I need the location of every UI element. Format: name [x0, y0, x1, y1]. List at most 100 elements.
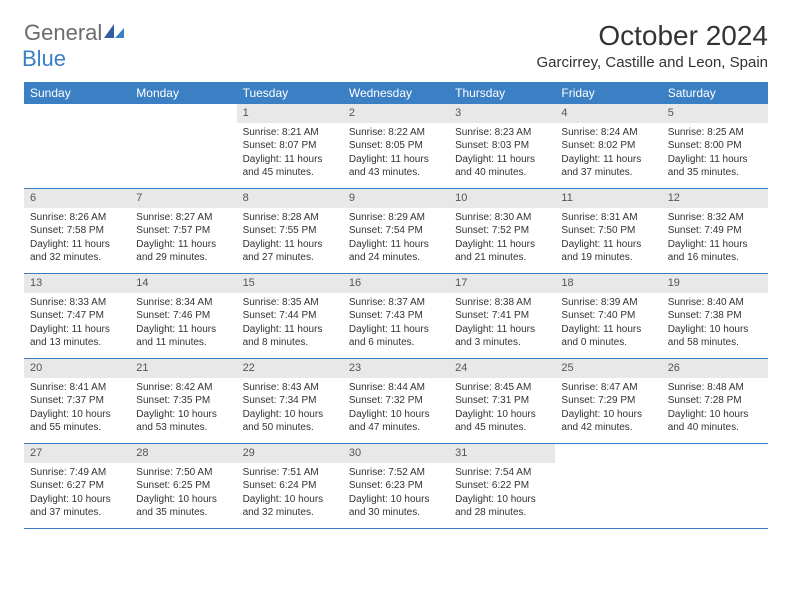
week-row: 27Sunrise: 7:49 AMSunset: 6:27 PMDayligh… [24, 444, 768, 529]
day-cell: 3Sunrise: 8:23 AMSunset: 8:03 PMDaylight… [449, 104, 555, 188]
day-content: Sunrise: 8:28 AMSunset: 7:55 PMDaylight:… [237, 208, 343, 271]
calendar: SundayMondayTuesdayWednesdayThursdayFrid… [24, 82, 768, 529]
day-cell: 10Sunrise: 8:30 AMSunset: 7:52 PMDayligh… [449, 189, 555, 273]
header: General Blue October 2024 Garcirrey, Cas… [24, 20, 768, 72]
day-number: 15 [237, 274, 343, 293]
logo-text-blue: Blue [22, 46, 66, 71]
day-number: 5 [662, 104, 768, 123]
day-cell: 29Sunrise: 7:51 AMSunset: 6:24 PMDayligh… [237, 444, 343, 528]
sunset-text: Sunset: 7:40 PM [561, 309, 655, 323]
sunset-text: Sunset: 8:07 PM [243, 139, 337, 153]
day-number: 30 [343, 444, 449, 463]
day-content: Sunrise: 8:30 AMSunset: 7:52 PMDaylight:… [449, 208, 555, 271]
sunset-text: Sunset: 7:54 PM [349, 224, 443, 238]
day-number: 20 [24, 359, 130, 378]
day-number: 19 [662, 274, 768, 293]
day-content: Sunrise: 8:21 AMSunset: 8:07 PMDaylight:… [237, 123, 343, 186]
day-cell: 6Sunrise: 8:26 AMSunset: 7:58 PMDaylight… [24, 189, 130, 273]
day-number [24, 104, 130, 108]
day-content: Sunrise: 7:51 AMSunset: 6:24 PMDaylight:… [237, 463, 343, 526]
day-cell: 4Sunrise: 8:24 AMSunset: 8:02 PMDaylight… [555, 104, 661, 188]
sunset-text: Sunset: 7:28 PM [668, 394, 762, 408]
daylight-text: Daylight: 11 hours and 29 minutes. [136, 238, 230, 265]
sunrise-text: Sunrise: 8:22 AM [349, 126, 443, 140]
day-number: 16 [343, 274, 449, 293]
day-number: 7 [130, 189, 236, 208]
day-cell [130, 104, 236, 188]
day-cell: 11Sunrise: 8:31 AMSunset: 7:50 PMDayligh… [555, 189, 661, 273]
day-number: 24 [449, 359, 555, 378]
day-content: Sunrise: 8:34 AMSunset: 7:46 PMDaylight:… [130, 293, 236, 356]
day-cell: 24Sunrise: 8:45 AMSunset: 7:31 PMDayligh… [449, 359, 555, 443]
day-header: Thursday [449, 82, 555, 104]
sunset-text: Sunset: 7:50 PM [561, 224, 655, 238]
daylight-text: Daylight: 10 hours and 45 minutes. [455, 408, 549, 435]
day-cell [24, 104, 130, 188]
sunrise-text: Sunrise: 7:52 AM [349, 466, 443, 480]
sunset-text: Sunset: 7:34 PM [243, 394, 337, 408]
day-cell: 23Sunrise: 8:44 AMSunset: 7:32 PMDayligh… [343, 359, 449, 443]
day-number: 12 [662, 189, 768, 208]
day-number: 29 [237, 444, 343, 463]
sunset-text: Sunset: 7:37 PM [30, 394, 124, 408]
daylight-text: Daylight: 10 hours and 53 minutes. [136, 408, 230, 435]
sunrise-text: Sunrise: 7:50 AM [136, 466, 230, 480]
day-number: 3 [449, 104, 555, 123]
sunset-text: Sunset: 8:02 PM [561, 139, 655, 153]
daylight-text: Daylight: 11 hours and 24 minutes. [349, 238, 443, 265]
daylight-text: Daylight: 11 hours and 35 minutes. [668, 153, 762, 180]
day-content: Sunrise: 8:37 AMSunset: 7:43 PMDaylight:… [343, 293, 449, 356]
daylight-text: Daylight: 11 hours and 45 minutes. [243, 153, 337, 180]
day-cell [555, 444, 661, 528]
day-cell: 5Sunrise: 8:25 AMSunset: 8:00 PMDaylight… [662, 104, 768, 188]
day-content: Sunrise: 8:29 AMSunset: 7:54 PMDaylight:… [343, 208, 449, 271]
day-number: 10 [449, 189, 555, 208]
day-content: Sunrise: 8:48 AMSunset: 7:28 PMDaylight:… [662, 378, 768, 441]
day-content: Sunrise: 8:47 AMSunset: 7:29 PMDaylight:… [555, 378, 661, 441]
sunset-text: Sunset: 7:43 PM [349, 309, 443, 323]
day-cell: 30Sunrise: 7:52 AMSunset: 6:23 PMDayligh… [343, 444, 449, 528]
week-row: 13Sunrise: 8:33 AMSunset: 7:47 PMDayligh… [24, 274, 768, 359]
day-content: Sunrise: 7:54 AMSunset: 6:22 PMDaylight:… [449, 463, 555, 526]
logo-text-general: General [24, 20, 102, 45]
day-content: Sunrise: 8:41 AMSunset: 7:37 PMDaylight:… [24, 378, 130, 441]
daylight-text: Daylight: 10 hours and 32 minutes. [243, 493, 337, 520]
sunrise-text: Sunrise: 7:49 AM [30, 466, 124, 480]
week-row: 20Sunrise: 8:41 AMSunset: 7:37 PMDayligh… [24, 359, 768, 444]
week-row: 1Sunrise: 8:21 AMSunset: 8:07 PMDaylight… [24, 104, 768, 189]
sunrise-text: Sunrise: 7:54 AM [455, 466, 549, 480]
sunset-text: Sunset: 7:46 PM [136, 309, 230, 323]
sunrise-text: Sunrise: 8:44 AM [349, 381, 443, 395]
daylight-text: Daylight: 11 hours and 6 minutes. [349, 323, 443, 350]
sunrise-text: Sunrise: 8:37 AM [349, 296, 443, 310]
day-cell: 21Sunrise: 8:42 AMSunset: 7:35 PMDayligh… [130, 359, 236, 443]
day-header: Sunday [24, 82, 130, 104]
day-number: 8 [237, 189, 343, 208]
daylight-text: Daylight: 10 hours and 50 minutes. [243, 408, 337, 435]
day-cell: 28Sunrise: 7:50 AMSunset: 6:25 PMDayligh… [130, 444, 236, 528]
sunset-text: Sunset: 8:03 PM [455, 139, 549, 153]
day-number: 14 [130, 274, 236, 293]
daylight-text: Daylight: 11 hours and 13 minutes. [30, 323, 124, 350]
day-number: 13 [24, 274, 130, 293]
daylight-text: Daylight: 11 hours and 19 minutes. [561, 238, 655, 265]
day-cell: 1Sunrise: 8:21 AMSunset: 8:07 PMDaylight… [237, 104, 343, 188]
day-cell: 9Sunrise: 8:29 AMSunset: 7:54 PMDaylight… [343, 189, 449, 273]
day-content: Sunrise: 8:31 AMSunset: 7:50 PMDaylight:… [555, 208, 661, 271]
daylight-text: Daylight: 11 hours and 16 minutes. [668, 238, 762, 265]
sunset-text: Sunset: 7:49 PM [668, 224, 762, 238]
day-number: 18 [555, 274, 661, 293]
sunset-text: Sunset: 7:44 PM [243, 309, 337, 323]
sunrise-text: Sunrise: 8:45 AM [455, 381, 549, 395]
day-number: 2 [343, 104, 449, 123]
sunrise-text: Sunrise: 8:23 AM [455, 126, 549, 140]
title-block: October 2024 Garcirrey, Castille and Leo… [536, 20, 768, 71]
day-number: 28 [130, 444, 236, 463]
day-number: 22 [237, 359, 343, 378]
day-content: Sunrise: 8:25 AMSunset: 8:00 PMDaylight:… [662, 123, 768, 186]
sunset-text: Sunset: 8:05 PM [349, 139, 443, 153]
day-cell: 19Sunrise: 8:40 AMSunset: 7:38 PMDayligh… [662, 274, 768, 358]
day-content: Sunrise: 8:42 AMSunset: 7:35 PMDaylight:… [130, 378, 236, 441]
day-number: 23 [343, 359, 449, 378]
day-number [130, 104, 236, 108]
